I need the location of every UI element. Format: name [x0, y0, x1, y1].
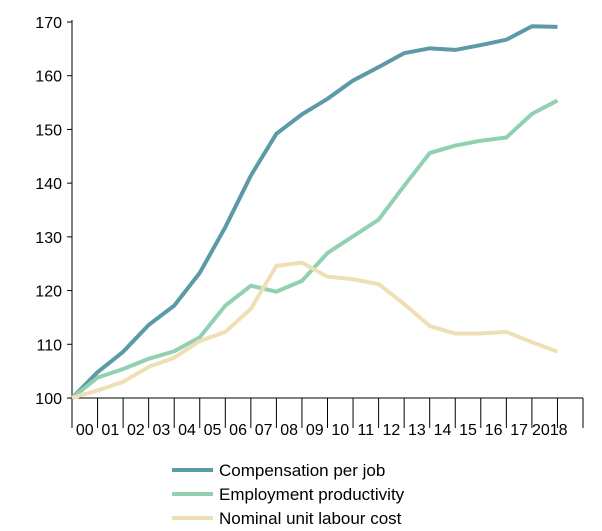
y-tick-label: 100	[35, 391, 62, 408]
y-tick-label: 160	[35, 69, 62, 86]
y-tick-label: 170	[35, 15, 62, 32]
y-tick-label: 110	[36, 337, 62, 354]
axes	[67, 20, 584, 428]
x-tick-label: 10	[331, 422, 349, 439]
series-line-3	[71, 260, 559, 400]
series-line-2	[70, 98, 559, 400]
y-tick-labels: 100 110 120 130 140 150 160 170	[35, 15, 62, 408]
x-tick-label: 17	[510, 422, 528, 439]
legend-label: Nominal unit labour cost	[219, 509, 402, 526]
x-tick-label: 07	[255, 422, 273, 439]
x-tick-label: 12	[382, 422, 400, 439]
y-tick-label: 140	[35, 176, 62, 193]
x-tick-label: 05	[204, 422, 222, 439]
legend: Compensation per job Employment productiv…	[172, 461, 405, 528]
y-tick-label: 130	[35, 230, 62, 247]
x-tick-label: 09	[306, 422, 324, 439]
x-tick-label: 14	[434, 422, 452, 439]
x-tick-label: 08	[280, 422, 298, 439]
x-tick-label: 00	[76, 422, 94, 439]
series-line-1	[70, 24, 558, 400]
legend-label: Compensation per job	[219, 461, 385, 480]
series-lines	[70, 24, 559, 400]
x-tick-label: 04	[178, 422, 196, 439]
x-tick-labels: 00 01 02 03 04 05 06 07 08 09 10 11 12 13 14 15 16 17 2018	[76, 422, 568, 439]
legend-label: Employment productivity	[219, 485, 405, 504]
y-tick-label: 150	[35, 122, 62, 139]
x-tick-label: 06	[229, 422, 247, 439]
x-tick-label: 2018	[532, 422, 568, 439]
y-tick-label: 120	[35, 284, 62, 301]
x-tick-label: 16	[485, 422, 503, 439]
x-tick-label: 02	[127, 422, 145, 439]
x-tick-label: 15	[459, 422, 477, 439]
x-tick-label: 11	[358, 422, 375, 439]
x-tick-label: 03	[153, 422, 171, 439]
x-tick-label: 13	[408, 422, 426, 439]
x-tick-label: 01	[101, 422, 119, 439]
